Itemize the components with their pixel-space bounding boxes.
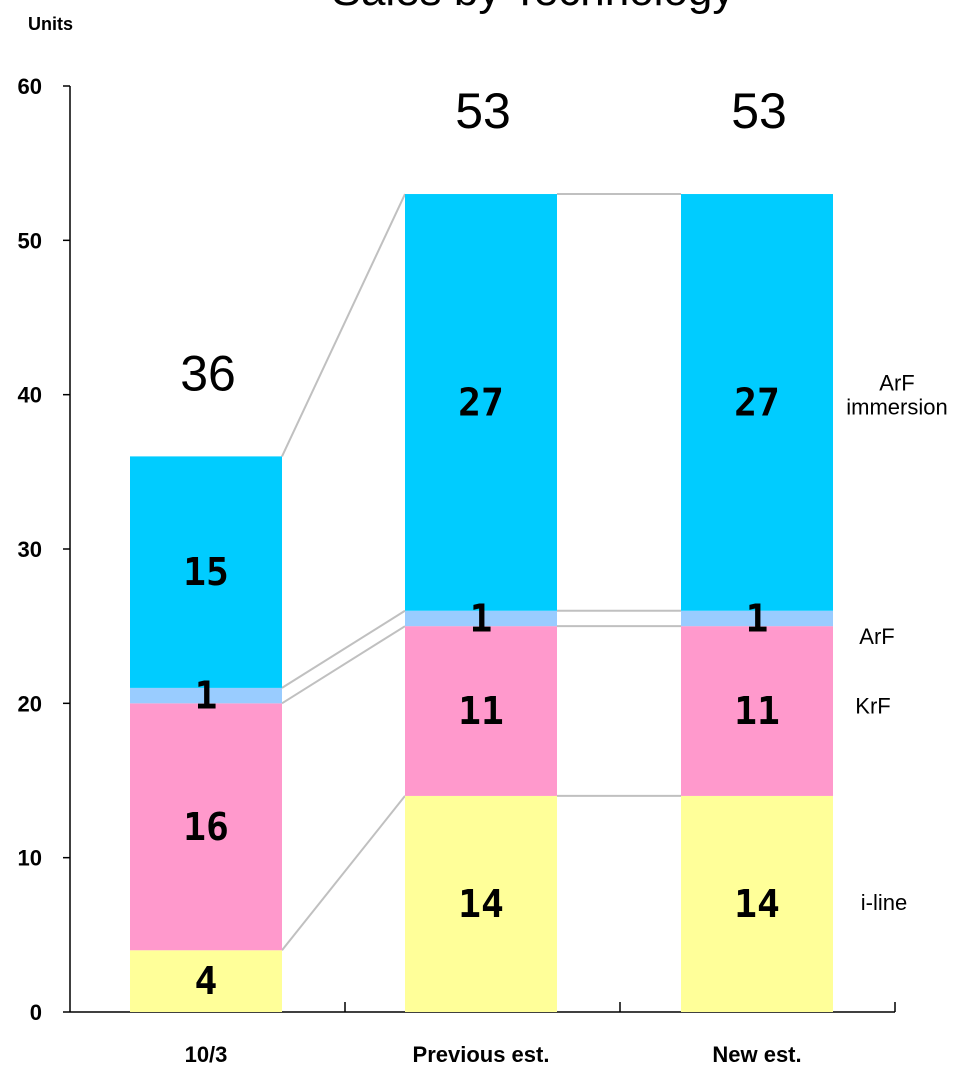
connector-line — [281, 625, 406, 705]
bar-segment — [405, 194, 557, 611]
series-label: ArF — [879, 370, 914, 395]
labels: 10/3 Previous est. New est.416115361411127… — [180, 83, 948, 1065]
data-label: 16 — [183, 805, 229, 849]
bar-segment — [681, 795, 833, 1012]
total-label: 53 — [731, 83, 787, 139]
x-tick-label: 10/3 — [185, 1042, 228, 1065]
bar-segment — [681, 610, 833, 627]
y-axis-unit-label: Units — [28, 14, 73, 34]
series-label: KrF — [855, 693, 890, 718]
y-tick-label: 20 — [18, 691, 42, 716]
data-label: 1 — [470, 596, 493, 640]
data-label: 14 — [734, 882, 780, 926]
total-label: 53 — [455, 83, 511, 139]
data-label: 11 — [458, 689, 504, 733]
data-label: 15 — [183, 550, 229, 594]
bar-segment — [681, 626, 833, 796]
bar-segment — [681, 194, 833, 611]
y-tick-label: 40 — [18, 383, 42, 408]
bar-segment — [130, 703, 282, 951]
y-tick-label: 30 — [18, 537, 42, 562]
connector-lines — [281, 193, 681, 951]
connector-line — [281, 193, 406, 457]
data-label: 1 — [746, 596, 769, 640]
bar-segment — [405, 795, 557, 1012]
series-label: immersion — [846, 394, 947, 419]
data-label: 1 — [195, 674, 218, 718]
connector-line — [281, 795, 406, 951]
x-tick-label: Previous est. — [413, 1042, 550, 1065]
x-tick-label: New est. — [712, 1042, 801, 1065]
y-tick-label: 60 — [18, 74, 42, 99]
y-tick-label: 10 — [18, 846, 42, 871]
y-tick-label: 50 — [18, 228, 42, 253]
data-label: 27 — [458, 380, 504, 424]
data-label: 4 — [195, 959, 218, 1003]
y-tick-label: 0 — [30, 1000, 42, 1025]
bar-segment — [130, 687, 282, 704]
total-label: 36 — [180, 345, 236, 401]
bar-segment — [130, 950, 282, 1012]
chart-title: Sales by Technology — [332, 0, 735, 15]
bar-segment — [405, 626, 557, 796]
bars — [130, 194, 833, 1012]
data-label: 27 — [734, 380, 780, 424]
series-label: ArF — [859, 624, 894, 649]
data-label: 11 — [734, 689, 780, 733]
bar-segment — [130, 456, 282, 688]
connector-line — [281, 609, 406, 689]
bar-segment — [405, 610, 557, 627]
series-label: i-line — [861, 890, 907, 915]
data-label: 14 — [458, 882, 504, 926]
